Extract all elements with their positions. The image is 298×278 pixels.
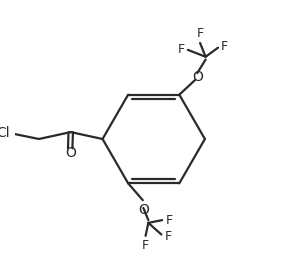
Text: F: F <box>165 214 173 227</box>
Text: O: O <box>138 203 149 217</box>
Text: O: O <box>65 146 76 160</box>
Text: F: F <box>165 230 172 243</box>
Text: F: F <box>221 40 228 53</box>
Text: Cl: Cl <box>0 126 10 140</box>
Text: F: F <box>196 27 204 40</box>
Text: F: F <box>142 239 149 252</box>
Text: O: O <box>193 70 203 84</box>
Text: F: F <box>177 43 184 56</box>
